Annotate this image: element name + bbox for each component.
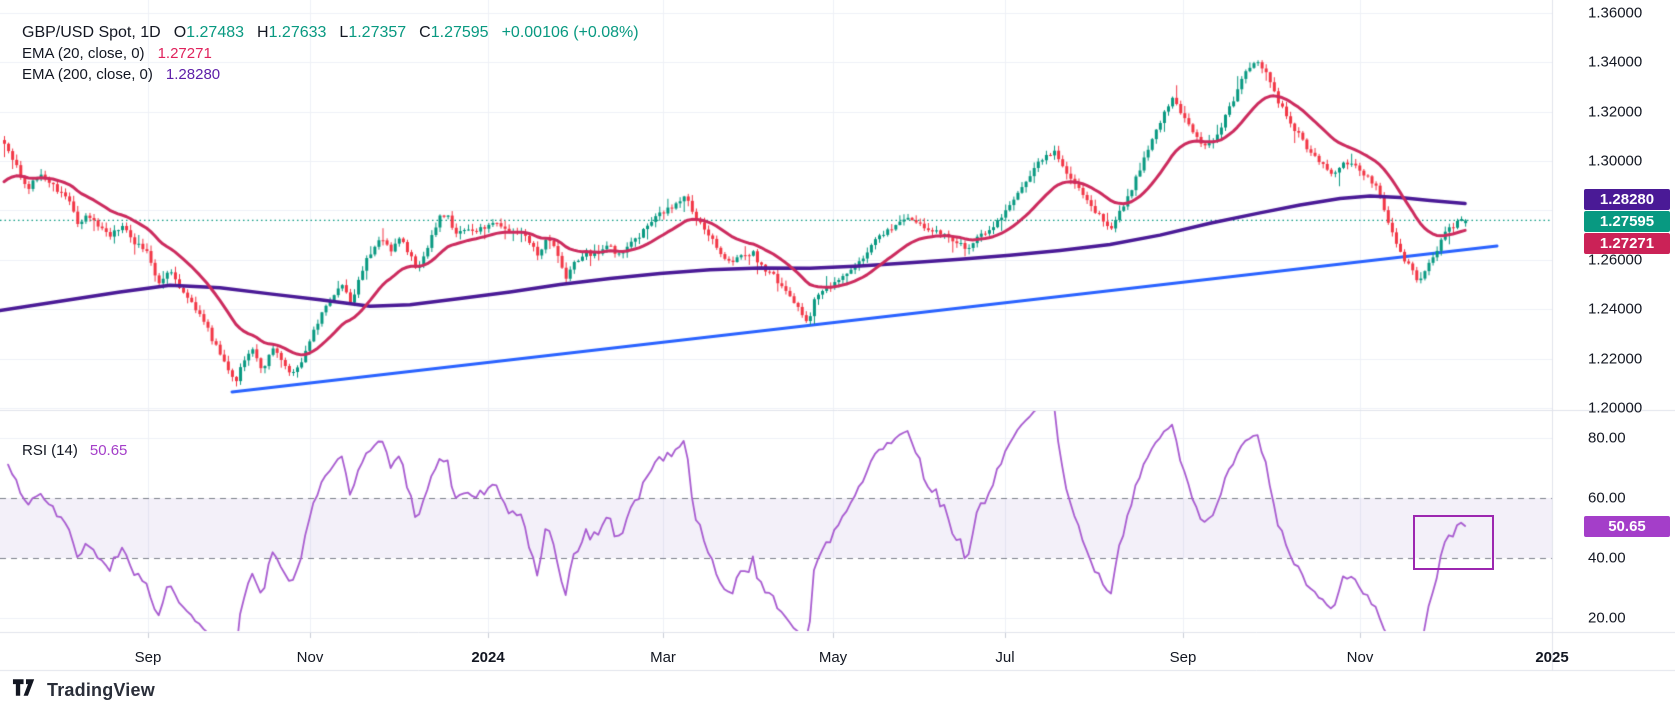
rsi-highlight-box[interactable] (1413, 515, 1494, 570)
low-label: L (339, 24, 349, 41)
open-label: O (173, 24, 187, 41)
time-axis-label: 2025 (1535, 649, 1569, 666)
close-value: 1.27595 (430, 24, 489, 41)
time-axis-label: Nov (1346, 649, 1374, 666)
ohlc-values: O1.27483 H1.27633 L1.27357 C1.27595 +0.0… (174, 24, 639, 42)
watermark-text: TradingView (47, 679, 155, 700)
rsi-axis-label: 80.00 (1588, 429, 1626, 447)
ema200-legend-row[interactable]: EMA (200, close, 0) 1.28280 (22, 66, 639, 87)
time-axis-label: Sep (134, 649, 162, 666)
price-axis-label: 1.22000 (1588, 350, 1643, 368)
time-axis-label: Mar (650, 649, 676, 666)
close-label: C (419, 24, 431, 41)
price-axis-label: 1.24000 (1588, 300, 1643, 318)
chart-canvas[interactable] (0, 0, 1675, 672)
legend: GBP/USD Spot, 1D O1.27483 H1.27633 L1.27… (22, 24, 639, 87)
symbol-title: GBP/USD Spot, 1D (22, 24, 161, 41)
ema20-value: 1.27271 (157, 45, 212, 62)
symbol-legend-row[interactable]: GBP/USD Spot, 1D O1.27483 H1.27633 L1.27… (22, 24, 639, 45)
price-axis-label: 1.26000 (1588, 251, 1643, 269)
low-value: 1.27357 (348, 24, 407, 41)
price-axis-label: 1.36000 (1588, 4, 1643, 22)
time-axis-label: Nov (296, 649, 324, 666)
rsi-axis-label: 40.00 (1588, 549, 1626, 567)
time-axis-label: Jul (995, 649, 1015, 666)
rsi-axis-label: 20.00 (1588, 609, 1626, 627)
tradingview-logo-icon (12, 678, 39, 702)
ema200-value: 1.28280 (165, 66, 221, 83)
ema200-badge: 1.28280 (1584, 189, 1670, 210)
price-axis-label: 1.34000 (1588, 53, 1643, 71)
high-label: H (257, 24, 269, 41)
open-value: 1.27483 (186, 24, 245, 41)
rsi-value-badge: 50.65 (1584, 515, 1670, 537)
ema20-label: EMA (20, close, 0) (22, 45, 145, 62)
rsi-label: RSI (14) (22, 442, 78, 459)
time-axis-label: May (818, 649, 848, 666)
rsi-value: 50.65 (89, 442, 128, 459)
last-price-badge: 1.27595 (1584, 211, 1670, 232)
ema20-badge: 1.27271 (1584, 233, 1670, 254)
time-axis-label: Sep (1169, 649, 1197, 666)
ema20-legend-row[interactable]: EMA (20, close, 0) 1.27271 (22, 45, 639, 66)
high-value: 1.27633 (268, 24, 327, 41)
ema200-label: EMA (200, close, 0) (22, 66, 153, 83)
time-axis-label: 2024 (471, 649, 505, 666)
watermark[interactable]: TradingView (12, 678, 155, 702)
rsi-legend-row[interactable]: RSI (14) 50.65 (22, 442, 127, 459)
change-value: +0.00106 (+0.08%) (501, 24, 639, 41)
price-axis-label: 1.32000 (1588, 103, 1643, 121)
price-axis-label: 1.20000 (1588, 399, 1643, 417)
price-axis-label: 1.30000 (1588, 152, 1643, 170)
rsi-axis-label: 60.00 (1588, 489, 1626, 507)
